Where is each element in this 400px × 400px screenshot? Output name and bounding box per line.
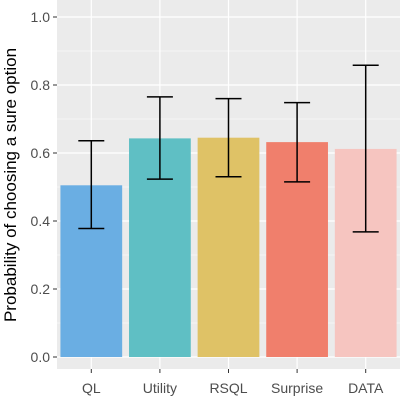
error-bar-ql [78, 140, 105, 230]
x-tick-label: QL [82, 380, 101, 396]
x-axis-ticks: QL Utility RSQL Surprise DATA [82, 369, 384, 396]
y-tick-label: 0.6 [31, 145, 51, 161]
y-axis-ticks: 0.0 0.2 0.4 0.6 0.8 1.0 [31, 9, 57, 365]
error-bar-utility [146, 96, 173, 180]
error-bar-surprise [284, 101, 311, 183]
error-bars [78, 64, 379, 233]
error-bar-data [352, 64, 379, 233]
y-tick-label: 0.4 [31, 213, 51, 229]
x-tick-label: DATA [348, 380, 384, 396]
x-tick-label: Utility [143, 380, 177, 396]
error-bar-rsql [215, 97, 242, 178]
y-tick-label: 0.0 [31, 349, 51, 365]
y-tick-label: 1.0 [31, 9, 51, 25]
y-tick-label: 0.2 [31, 281, 51, 297]
x-tick-label: RSQL [209, 380, 247, 396]
y-tick-label: 0.8 [31, 77, 51, 93]
x-tick-label: Surprise [271, 380, 323, 396]
y-axis-title: Probability of choosing a sure option [1, 48, 20, 322]
